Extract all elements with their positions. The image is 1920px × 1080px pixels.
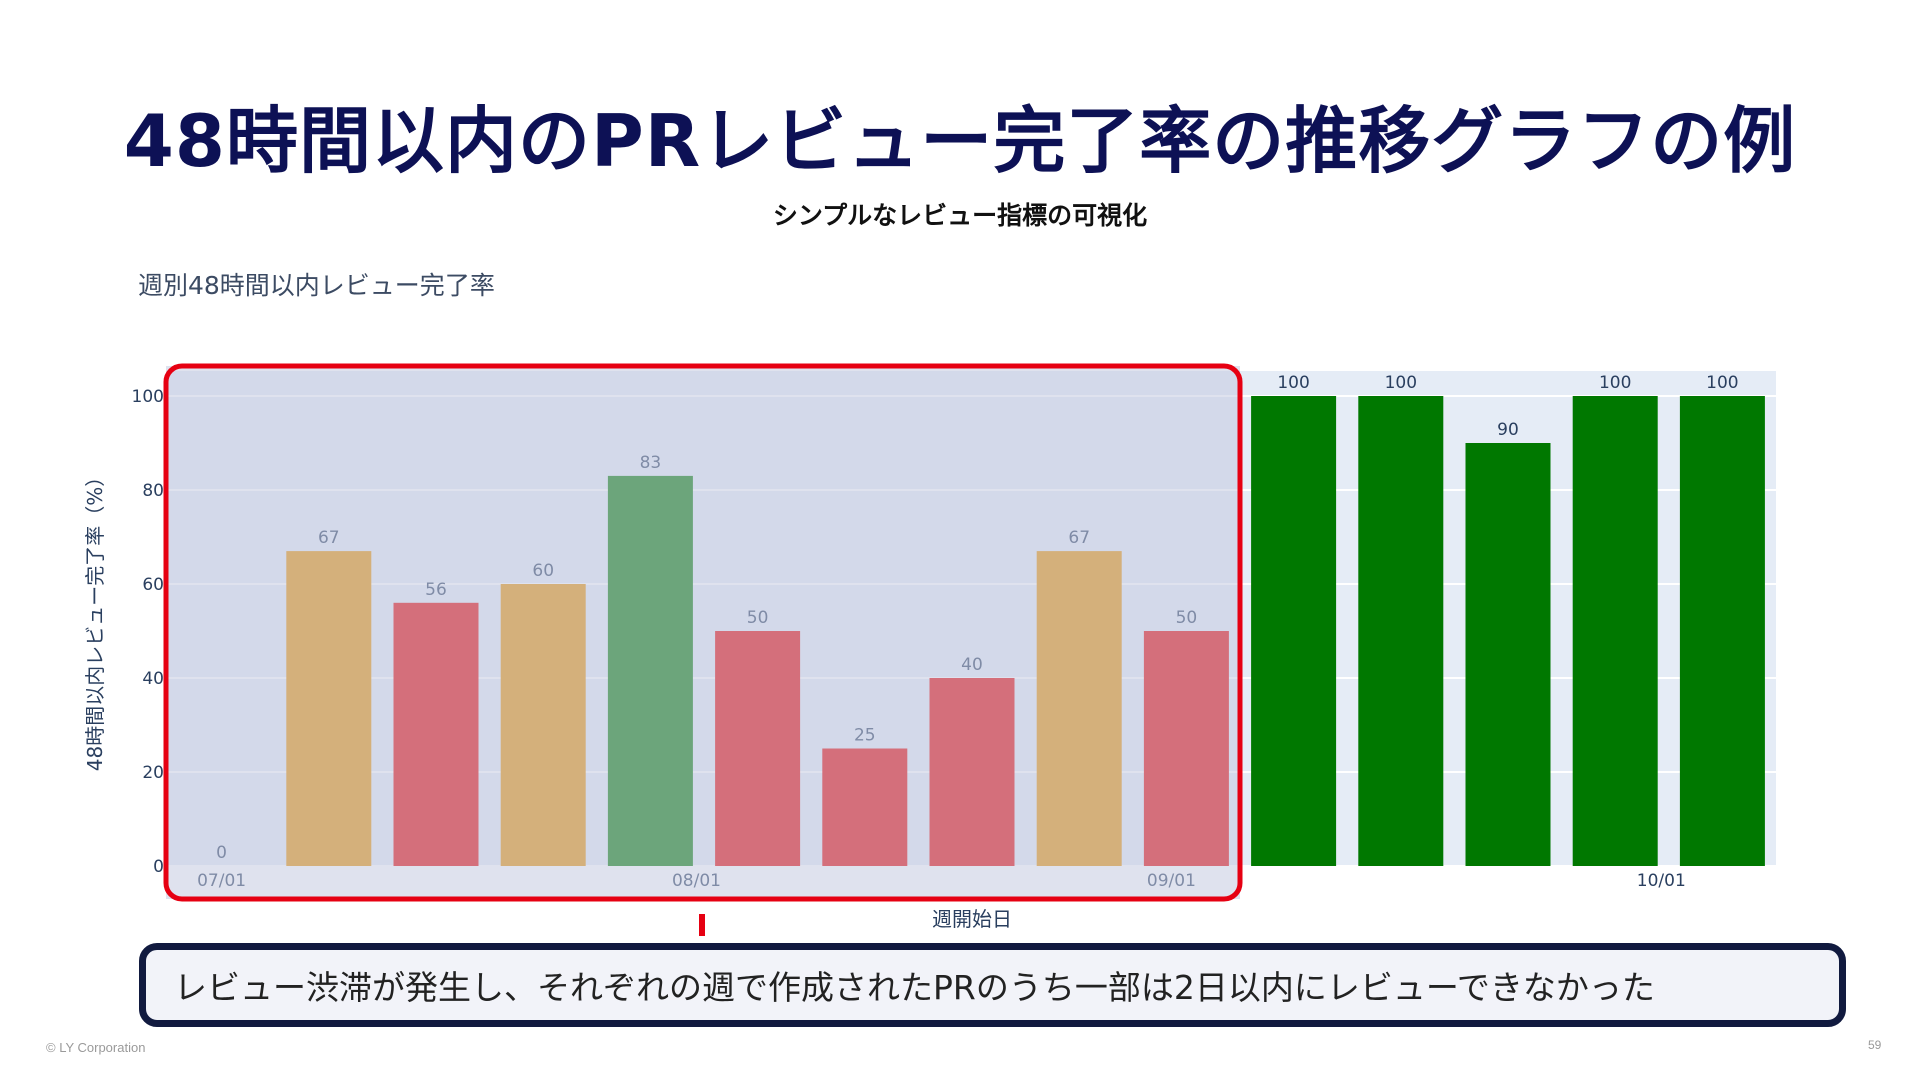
chart-title: 週別48時間以内レビュー完了率 bbox=[138, 271, 495, 300]
slide-subtitle: シンプルなレビュー指標の可視化 bbox=[772, 201, 1148, 230]
bar bbox=[1465, 443, 1551, 866]
y-tick-label: 40 bbox=[142, 669, 164, 689]
y-axis-title: 48時間以内レビュー完了率（%） bbox=[83, 467, 107, 771]
callout-text: レビュー渋滞が発生し、それぞれの週で作成されたPRのうち一部は2日以内にレビュー… bbox=[174, 968, 1655, 1007]
y-tick-label: 20 bbox=[142, 763, 164, 783]
x-axis-title: 週開始日 bbox=[932, 907, 1012, 931]
y-tick-label: 100 bbox=[132, 387, 164, 407]
data-label: 100 bbox=[1599, 373, 1631, 393]
data-label: 100 bbox=[1706, 373, 1738, 393]
bar bbox=[1572, 396, 1658, 866]
copyright-footer: © LY Corporation bbox=[46, 1040, 146, 1055]
y-tick-label: 0 bbox=[153, 857, 164, 877]
slide-title: 48時間以内のPRレビュー完了率の推移グラフの例 bbox=[123, 99, 1797, 183]
data-label: 100 bbox=[1277, 373, 1309, 393]
x-tick-label: 10/01 bbox=[1637, 871, 1686, 891]
y-tick-label: 80 bbox=[142, 481, 164, 501]
y-tick-label: 60 bbox=[142, 575, 164, 595]
bar bbox=[1358, 396, 1444, 866]
highlight-frame bbox=[163, 363, 1243, 902]
data-label: 90 bbox=[1497, 420, 1519, 440]
page-number: 59 bbox=[1868, 1038, 1882, 1052]
bar bbox=[1679, 396, 1765, 866]
data-label: 100 bbox=[1385, 373, 1417, 393]
callout-box: レビュー渋滞が発生し、それぞれの週で作成されたPRのうち一部は2日以内にレビュー… bbox=[139, 943, 1846, 1027]
bar bbox=[1251, 396, 1337, 866]
marker-tick bbox=[699, 914, 705, 936]
highlight-overlay bbox=[166, 366, 1240, 899]
